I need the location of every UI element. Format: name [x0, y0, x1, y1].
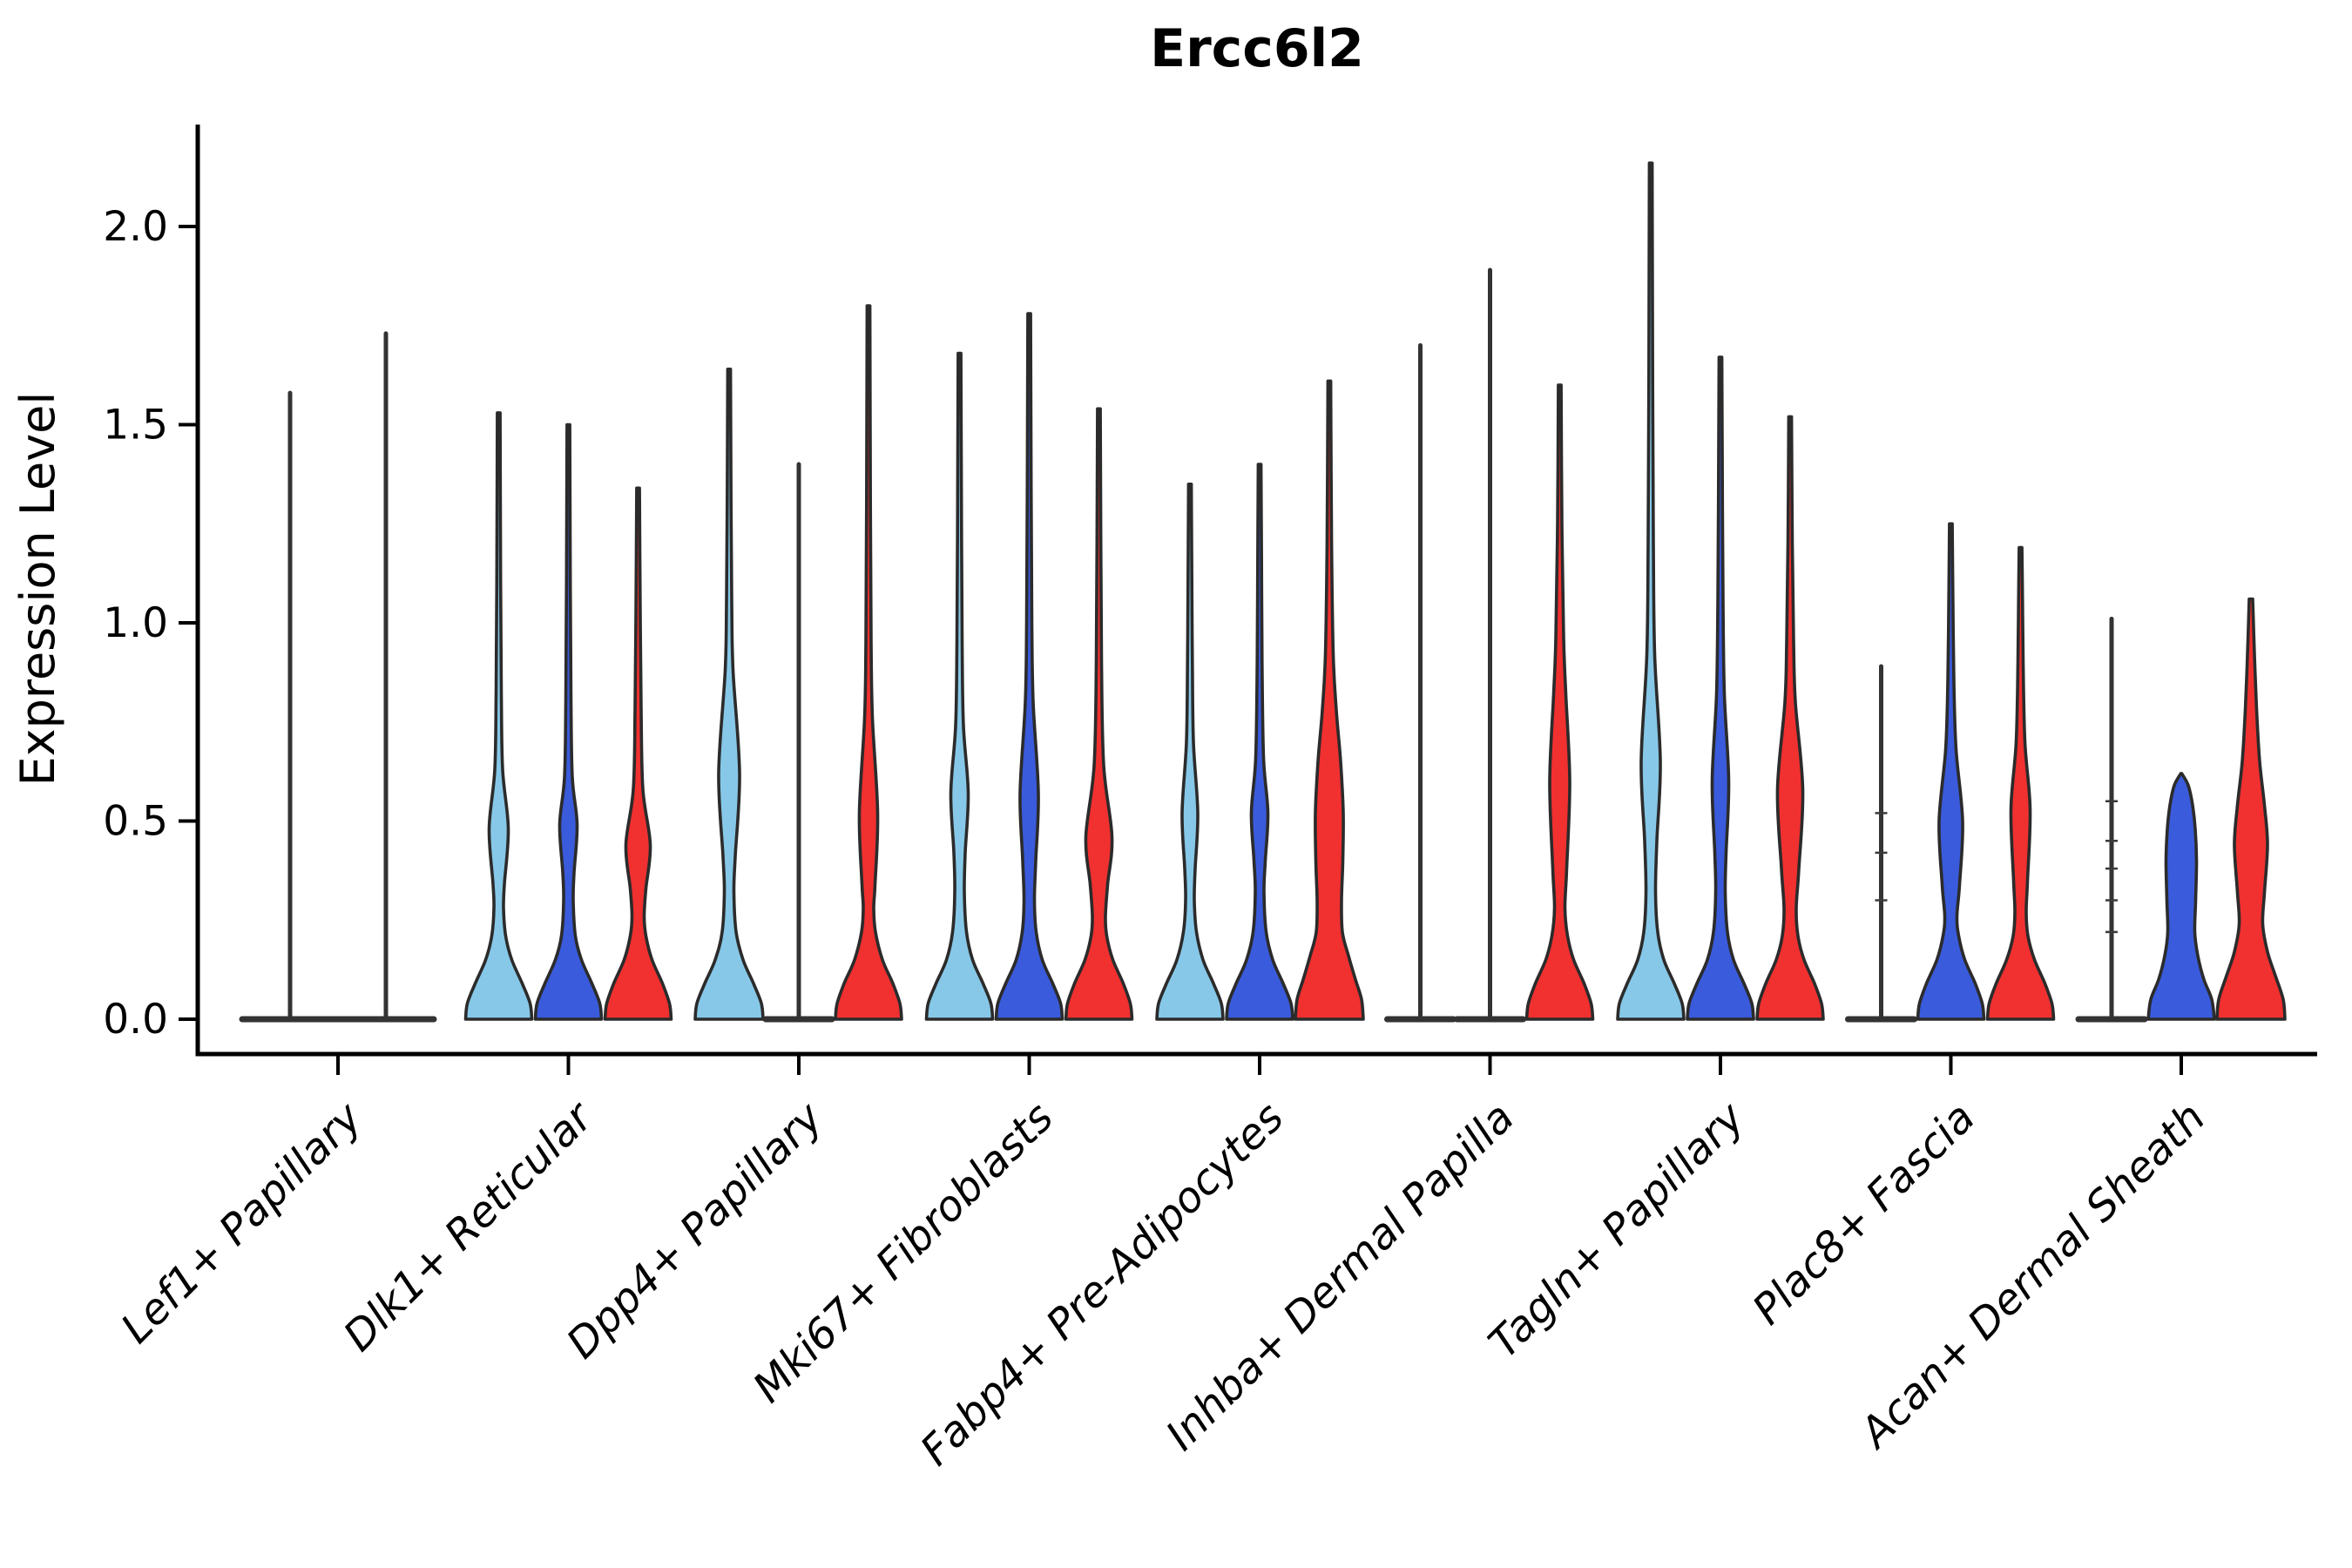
violin-plac8-fascia-blue: [1916, 522, 1986, 1021]
violin-plac8-fascia-red: [1985, 545, 2056, 1021]
violin-mki67-fibroblasts-blue: [994, 312, 1064, 1021]
violin-acan-dermal-sheath-blue: [2146, 772, 2216, 1021]
violin-tagln-papillary-red: [1755, 415, 1825, 1021]
y-axis-tick-label: 1.0: [103, 599, 168, 647]
violin-mki67-fibroblasts-lightblue: [924, 351, 995, 1021]
y-axis-tick-label: 0.5: [103, 798, 168, 846]
chart-title: Ercc6l2: [1150, 18, 1364, 79]
x-axis-tick-label-fabp4-pre-adipocytes: Fabp4+ Pre-Adipocytes: [911, 1093, 1294, 1476]
violin-fabp4-pre-adipocytes-red: [1294, 379, 1365, 1021]
violin-inhba-dermal-papilla-red: [1524, 383, 1595, 1021]
y-axis-tick-label: 0.0: [103, 996, 168, 1044]
violin-dlk1-reticular-red: [603, 486, 673, 1021]
x-axis-tick-label-dpp4-papillary: Dpp4+ Papillary: [558, 1092, 833, 1368]
violin-mki67-fibroblasts-red: [1064, 407, 1134, 1021]
violin-dlk1-reticular-blue: [533, 422, 604, 1021]
y-axis-tick-label: 1.5: [103, 402, 168, 449]
x-axis-tick-label-dlk1-reticular: Dlk1+ Reticular: [335, 1092, 605, 1362]
x-axis-tick-label-plac8-fascia: Plac8+ Fascia: [1743, 1093, 1984, 1335]
x-axis-tick-label-lef1-papillary: Lef1+ Papillary: [112, 1092, 372, 1353]
violin-dpp4-papillary-red: [834, 304, 903, 1021]
y-axis-label: Expression Level: [10, 392, 65, 787]
violin-dlk1-reticular-lightblue: [463, 411, 534, 1021]
violin-acan-dermal-sheath-red: [2215, 597, 2287, 1021]
y-axis-tick-label: 2.0: [103, 203, 168, 251]
violin-tagln-papillary-lightblue: [1616, 161, 1686, 1021]
violin-dpp4-papillary-lightblue: [693, 368, 765, 1021]
violin-fabp4-pre-adipocytes-lightblue: [1155, 483, 1225, 1021]
x-axis-tick-label-tagln-papillary: Tagln+ Papillary: [1479, 1092, 1754, 1368]
violin-tagln-papillary-blue: [1686, 355, 1755, 1021]
violin-fabp4-pre-adipocytes-blue: [1225, 463, 1294, 1021]
